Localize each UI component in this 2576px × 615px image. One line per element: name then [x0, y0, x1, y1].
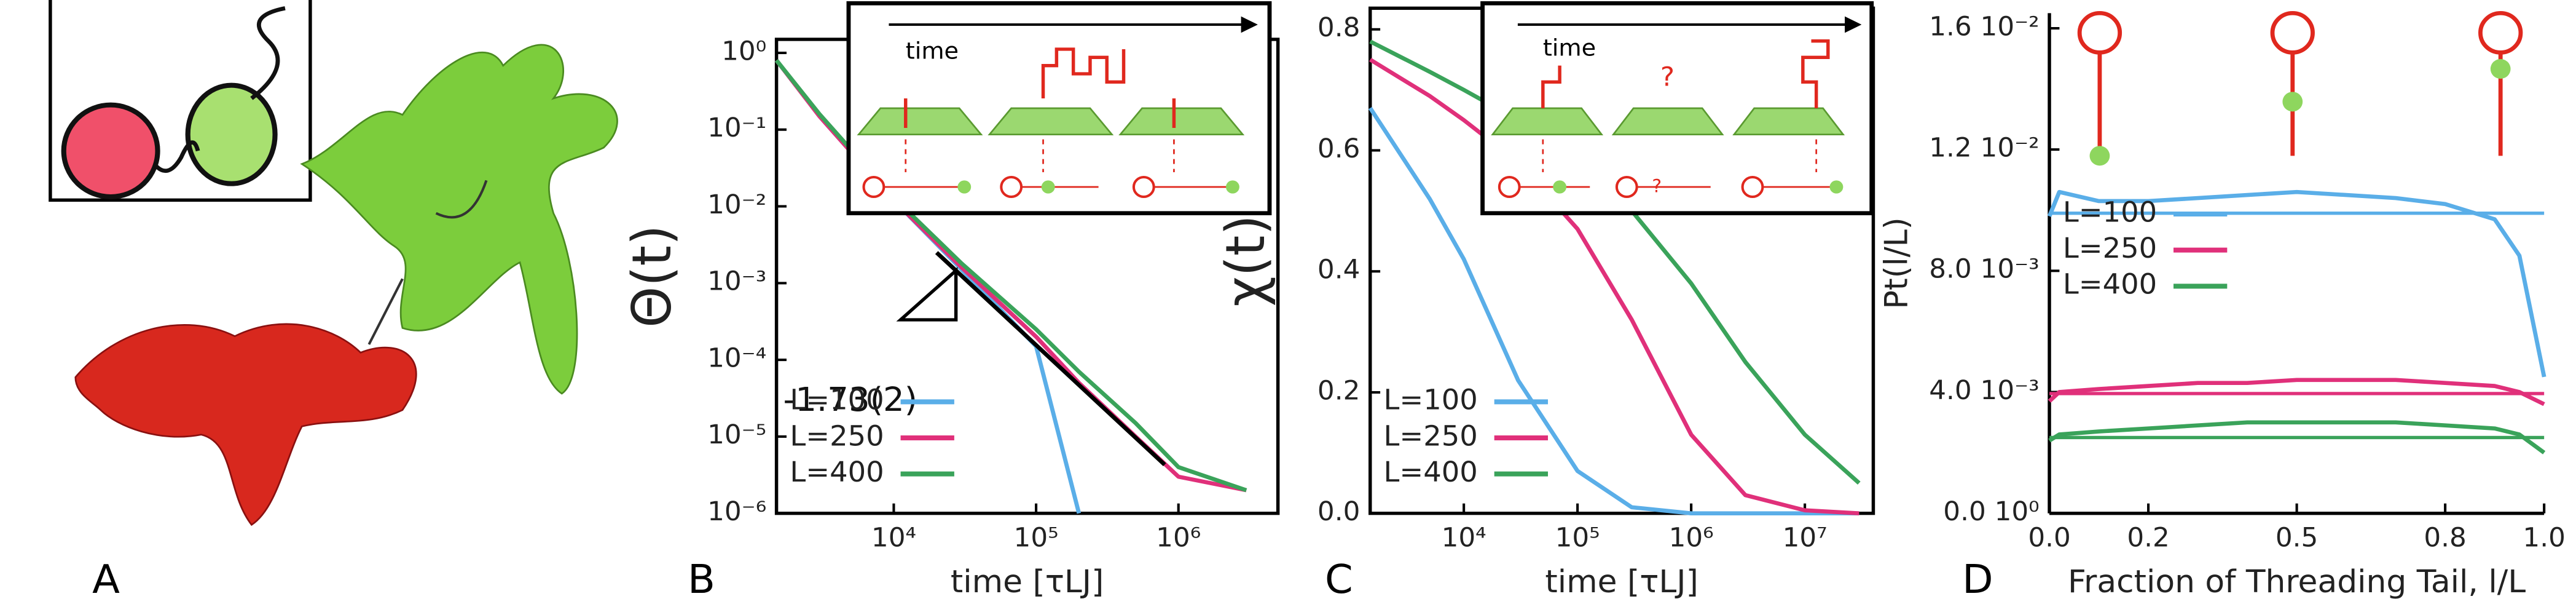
legend-label: L=250 [1384, 419, 1478, 452]
y-tick-label: 8.0 10⁻³ [1929, 254, 2039, 284]
x-tick-label: 10⁵ [1555, 523, 1600, 553]
panel-label: C [1325, 557, 1353, 603]
x-tick-label: 10⁶ [1156, 523, 1201, 553]
y-axis-label: Θ(t) [621, 225, 683, 328]
inset-diagram: time [846, 1, 1272, 215]
x-tick-label: 0.0 [2028, 523, 2070, 553]
y-tick-label: 10⁰ [721, 36, 766, 66]
panel-a-illustration [49, 0, 618, 526]
x-tick-label: 0.8 [2424, 523, 2466, 553]
y-tick-label: 10⁻¹ [707, 113, 766, 143]
panel-label: D [1962, 557, 1993, 603]
legend-label: L=400 [1384, 456, 1478, 488]
y-axis-label: Pt(l/L) [1878, 217, 1915, 309]
panel-label: A [92, 557, 120, 603]
slope-triangle [896, 266, 958, 322]
x-tick-label: 1.0 [2523, 523, 2565, 553]
inset-text: ? [1652, 175, 1662, 197]
x-tick-label: 10⁵ [1014, 523, 1059, 553]
x-tick-label: 0.5 [2276, 523, 2318, 553]
y-tick-label: 10⁻² [707, 189, 766, 220]
y-axis-label: χ(t) [1215, 215, 1277, 306]
y-tick-label: 10⁻⁶ [707, 496, 766, 526]
legend-label: L=400 [790, 456, 884, 488]
y-tick-label: 0.6 [1317, 133, 1360, 164]
y-tick-label: 0.2 [1317, 376, 1360, 406]
series-line [1368, 58, 1859, 515]
y-tick-label: 0.0 [1317, 496, 1360, 526]
inset-text: time [1543, 34, 1596, 61]
fit-line [935, 251, 1166, 467]
y-tick-label: 10⁻³ [707, 266, 766, 296]
y-tick-label: 0.4 [1317, 255, 1360, 285]
y-tick-label: 0.0 10⁰ [1943, 496, 2039, 526]
legend-label: L=250 [790, 419, 884, 452]
y-tick-label: 10⁻⁵ [707, 420, 766, 450]
inset-text: ? [1660, 62, 1675, 92]
y-tick-label: 0.8 [1317, 13, 1360, 43]
legend-label: L=100 [790, 383, 884, 416]
series-line [2048, 378, 2545, 407]
x-axis-label: time [τLJ] [951, 564, 1104, 600]
x-tick-label: 10⁶ [1669, 523, 1714, 553]
annotation: -1.73(2) [783, 380, 918, 418]
series-line [774, 59, 1247, 493]
series-line [1368, 106, 1859, 515]
inset-text: time [906, 38, 959, 64]
x-tick-label: 10⁷ [1783, 523, 1828, 553]
legend-label: L=400 [2063, 268, 2157, 300]
x-axis-label: Fraction of Threading Tail, l/L [2068, 564, 2526, 600]
x-tick-label: 0.2 [2127, 523, 2169, 553]
y-tick-label: 4.0 10⁻³ [1929, 375, 2039, 405]
y-tick-label: 1.6 10⁻² [1929, 12, 2039, 42]
x-tick-label: 10⁴ [1442, 523, 1486, 553]
panel-d-icons [2077, 10, 2523, 166]
legend-label: L=100 [2063, 196, 2157, 228]
x-axis-label: time [τLJ] [1545, 564, 1698, 600]
y-tick-label: 10⁻⁴ [707, 343, 766, 373]
inset-diagram: time ? ? [1480, 1, 1874, 215]
series-line [2047, 189, 2547, 378]
series-line [2048, 420, 2546, 454]
y-tick-label: 1.2 10⁻² [1929, 133, 2039, 163]
x-tick-label: 10⁴ [871, 523, 916, 553]
legend-label: L=250 [2063, 232, 2157, 264]
panel-label: B [688, 557, 715, 603]
legend-label: L=100 [1384, 383, 1478, 416]
